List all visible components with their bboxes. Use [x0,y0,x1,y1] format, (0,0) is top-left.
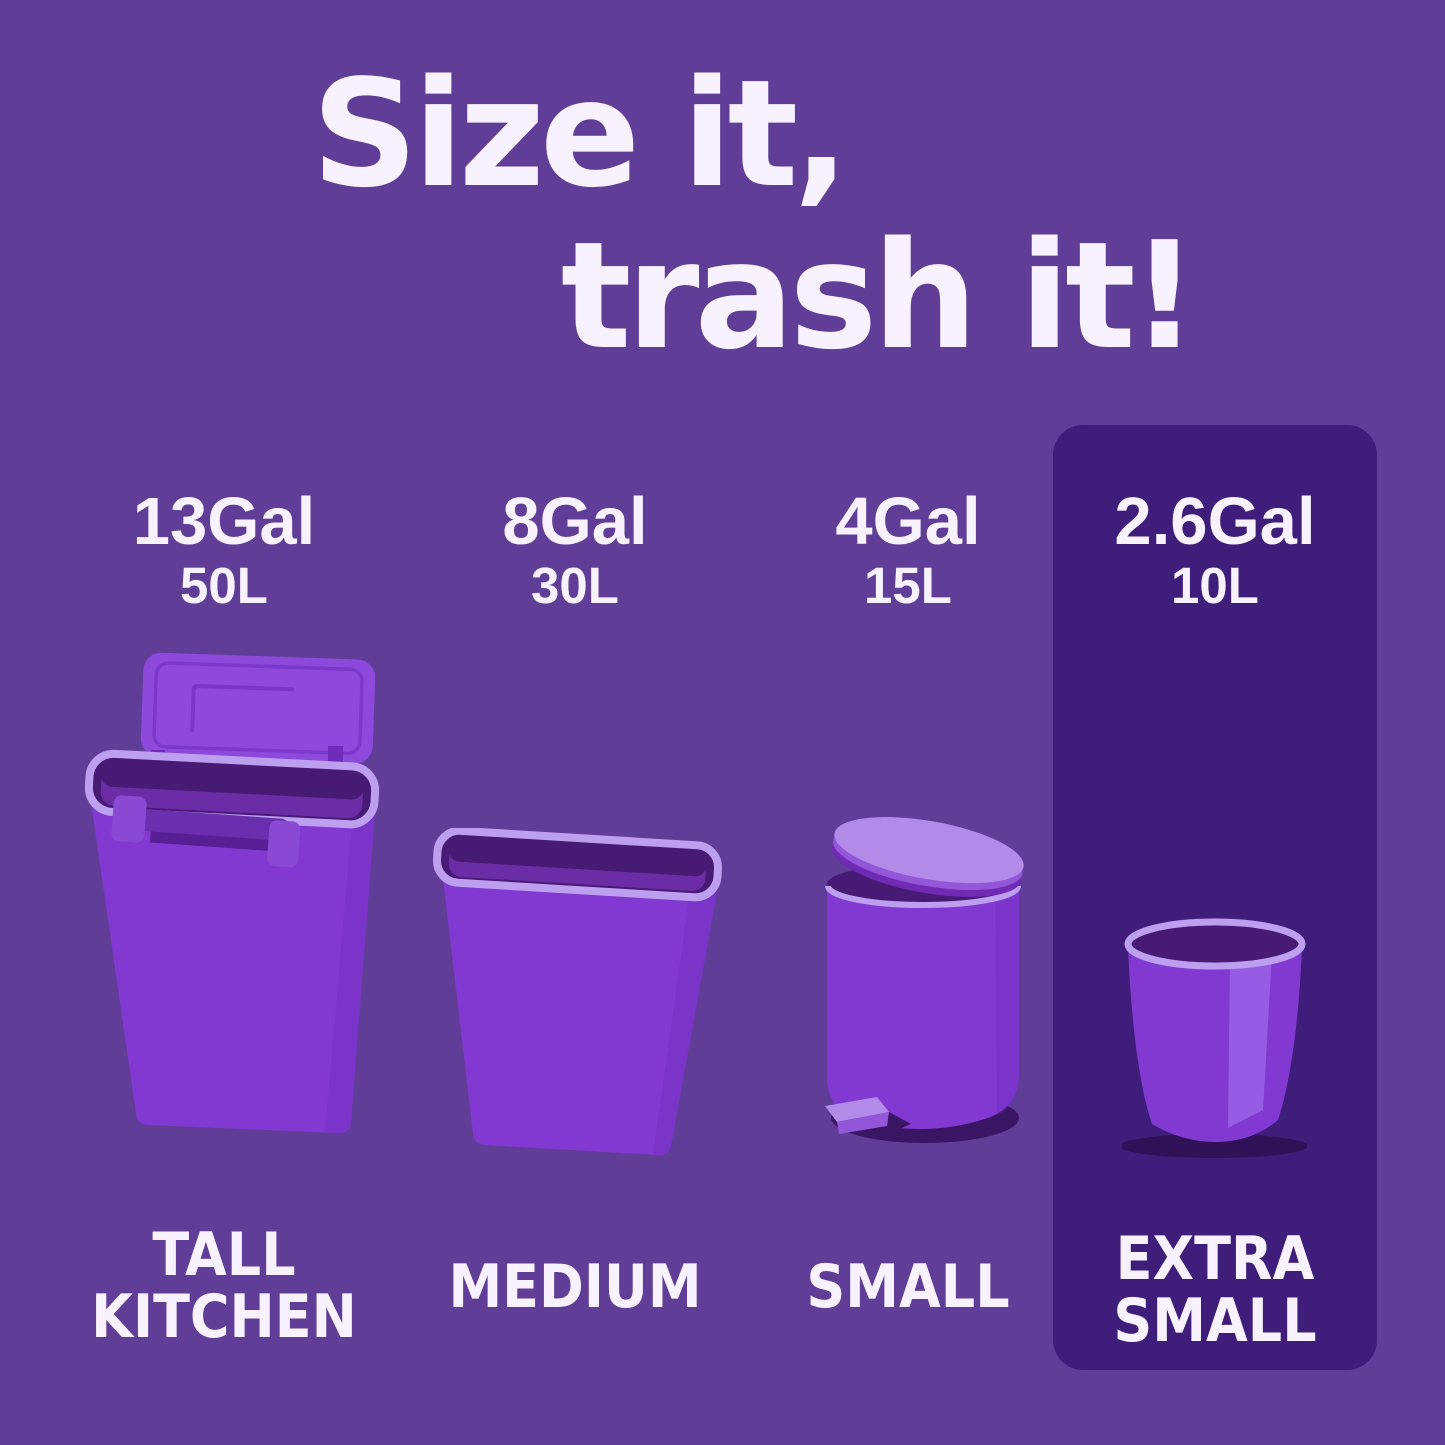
small-can-pedal [825,1097,911,1134]
small-can-lid [831,817,1024,897]
medium-bin-body [442,870,718,1156]
capacity-gallons-extra-small: 2.6Gal [1114,484,1316,559]
xs-bin-body [1128,944,1302,1142]
xs-bin-highlight [1228,954,1272,1128]
tall-can-lid [140,652,376,764]
capacity-gallons-tall-kitchen: 13Gal [132,484,316,559]
tall-can-rim [85,749,380,829]
bin-name-line: SMALL [1113,1286,1317,1356]
tall-can-body [90,795,375,1134]
extra-small-wastebasket-icon [1122,918,1307,1158]
bin-name-line: EXTRA [1115,1224,1315,1294]
tall-can-handle [111,795,301,868]
capacity-liters-medium: 30L [531,557,619,614]
title-line-1: Size it, [311,48,849,220]
small-step-can-icon [825,817,1024,1143]
small-can-body [827,884,1019,1130]
bin-name-line: MEDIUM [448,1252,702,1322]
bin-name-line: SMALL [806,1252,1010,1322]
extra-small-highlight-panel [1053,425,1377,1370]
bin-name-small: SMALL [795,1256,1021,1318]
small-can-rim-highlight [825,885,1021,908]
bin-name-line: KITCHEN [91,1282,357,1352]
bin-name-medium: MEDIUM [434,1256,715,1318]
capacity-gallons-medium: 8Gal [502,484,648,559]
title-line-2: trash it! [560,210,1199,382]
bin-name-line: TALL [152,1220,296,1290]
tall-kitchen-can-icon [85,652,380,1134]
tall-can-body-shade [325,810,375,1134]
bin-name-extra-small: EXTRA SMALL [1102,1228,1328,1352]
capacity-liters-small: 15L [864,557,952,614]
medium-bin-body-shade [653,885,718,1156]
medium-wastebasket-icon [432,828,723,1156]
capacity-liters-tall-kitchen: 50L [180,557,268,614]
medium-bin-rim [432,828,723,902]
small-can-body-shade [995,886,1019,1115]
capacity-gallons-small: 4Gal [835,484,981,559]
xs-bin-mouth [1124,918,1306,970]
capacity-liters-extra-small: 10L [1171,557,1259,614]
xs-bin-shadow [1122,1134,1307,1158]
bin-name-tall-kitchen: TALL KITCHEN [76,1224,371,1348]
